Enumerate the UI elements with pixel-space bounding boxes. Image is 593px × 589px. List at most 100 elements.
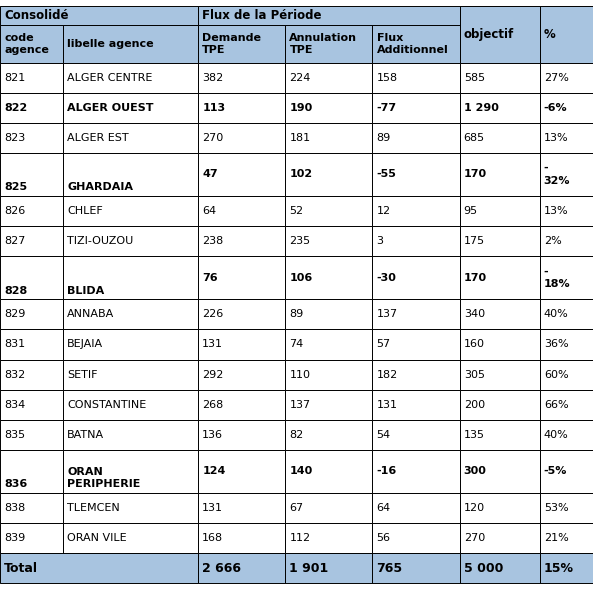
Text: 175: 175 — [464, 236, 485, 246]
Bar — [63, 299, 198, 329]
Bar — [540, 196, 593, 226]
Bar — [372, 359, 460, 389]
Bar — [372, 523, 460, 553]
Bar — [540, 92, 593, 123]
Bar — [0, 493, 63, 523]
Text: Flux de la Période: Flux de la Période — [202, 9, 322, 22]
Bar — [63, 389, 198, 419]
Bar — [460, 493, 540, 523]
Text: 102: 102 — [289, 169, 313, 179]
Text: GHARDAIA: GHARDAIA — [67, 183, 133, 193]
Text: objectif: objectif — [464, 28, 514, 41]
Text: TIZI-OUZOU: TIZI-OUZOU — [67, 236, 133, 246]
Text: 113: 113 — [202, 102, 225, 112]
Text: 1 901: 1 901 — [289, 561, 329, 575]
Bar — [198, 196, 285, 226]
Bar — [540, 299, 593, 329]
Text: 168: 168 — [202, 533, 224, 543]
Text: 135: 135 — [464, 429, 484, 439]
Text: 40%: 40% — [544, 429, 569, 439]
Text: 181: 181 — [289, 133, 311, 143]
Text: BLIDA: BLIDA — [67, 286, 104, 296]
Bar — [285, 299, 372, 329]
Text: ALGER EST: ALGER EST — [67, 133, 129, 143]
Bar — [63, 329, 198, 359]
Bar — [63, 419, 198, 449]
Bar — [0, 299, 63, 329]
Text: 13%: 13% — [544, 133, 569, 143]
Bar — [0, 226, 63, 256]
Bar — [285, 389, 372, 419]
Bar — [63, 493, 198, 523]
Bar — [198, 153, 285, 196]
Text: SETIF: SETIF — [67, 369, 97, 379]
Bar — [285, 493, 372, 523]
Text: Consolidé: Consolidé — [4, 9, 69, 22]
Bar — [63, 226, 198, 256]
Text: 56: 56 — [377, 533, 391, 543]
Bar — [285, 329, 372, 359]
Bar — [198, 449, 285, 493]
Text: 224: 224 — [289, 72, 311, 82]
Text: -
18%: - 18% — [544, 267, 570, 289]
Bar — [0, 92, 63, 123]
Bar — [63, 449, 198, 493]
Bar — [540, 226, 593, 256]
Bar — [0, 256, 63, 299]
Text: Demande
TPE: Demande TPE — [202, 32, 261, 55]
Text: 76: 76 — [202, 273, 218, 283]
Text: 382: 382 — [202, 72, 224, 82]
Text: 57: 57 — [377, 339, 391, 349]
Bar — [0, 553, 198, 583]
Text: -77: -77 — [377, 102, 397, 112]
Bar — [372, 256, 460, 299]
Bar — [460, 389, 540, 419]
Text: 140: 140 — [289, 466, 313, 477]
Bar — [198, 226, 285, 256]
Text: 36%: 36% — [544, 339, 569, 349]
Text: 131: 131 — [202, 339, 223, 349]
Bar — [540, 6, 593, 62]
Text: 40%: 40% — [544, 309, 569, 319]
Bar — [460, 523, 540, 553]
Bar — [540, 449, 593, 493]
Text: 832: 832 — [4, 369, 25, 379]
Text: 270: 270 — [202, 133, 224, 143]
Text: 131: 131 — [377, 399, 397, 409]
Text: 340: 340 — [464, 309, 485, 319]
Text: 292: 292 — [202, 369, 224, 379]
Bar — [372, 123, 460, 153]
Bar — [460, 62, 540, 92]
Text: 64: 64 — [377, 503, 391, 513]
Text: 835: 835 — [4, 429, 25, 439]
Bar — [198, 92, 285, 123]
Text: 170: 170 — [464, 169, 487, 179]
Text: 300: 300 — [464, 466, 487, 477]
Bar — [198, 493, 285, 523]
Bar — [198, 25, 285, 62]
Text: libelle agence: libelle agence — [67, 39, 154, 49]
Text: 89: 89 — [377, 133, 391, 143]
Bar — [540, 389, 593, 419]
Bar — [540, 493, 593, 523]
Text: 60%: 60% — [544, 369, 569, 379]
Text: ALGER CENTRE: ALGER CENTRE — [67, 72, 152, 82]
Text: 74: 74 — [289, 339, 304, 349]
Bar — [285, 62, 372, 92]
Text: 765: 765 — [377, 561, 403, 575]
Bar — [540, 329, 593, 359]
Text: 826: 826 — [4, 206, 25, 216]
Text: 827: 827 — [4, 236, 25, 246]
Bar — [63, 359, 198, 389]
Bar — [285, 523, 372, 553]
Bar — [460, 299, 540, 329]
Text: 137: 137 — [289, 399, 311, 409]
Bar — [372, 493, 460, 523]
Bar — [0, 6, 198, 25]
Bar — [540, 62, 593, 92]
Bar — [540, 123, 593, 153]
Text: 838: 838 — [4, 503, 25, 513]
Bar — [460, 6, 540, 25]
Bar — [540, 419, 593, 449]
Bar — [198, 62, 285, 92]
